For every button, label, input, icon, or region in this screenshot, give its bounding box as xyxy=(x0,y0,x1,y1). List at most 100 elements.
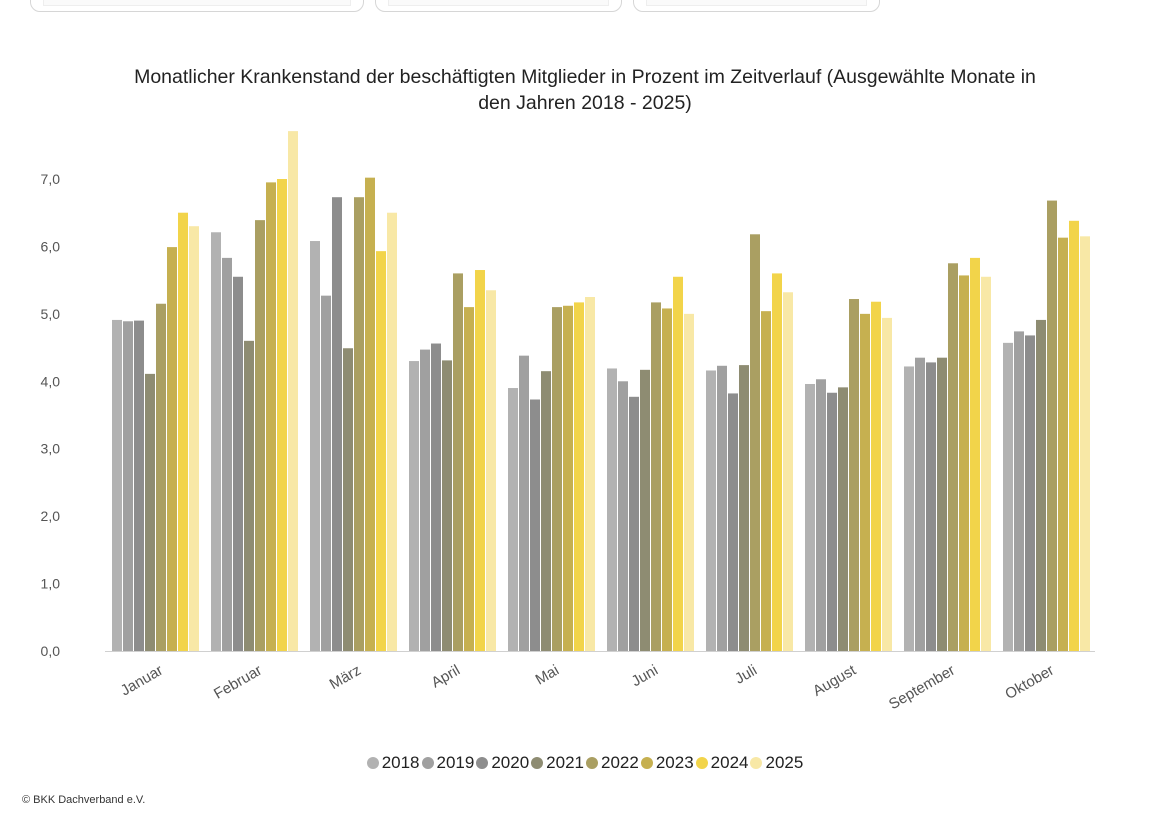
top-panel-1 xyxy=(30,0,364,12)
bar-2019-September xyxy=(915,357,925,651)
x-tick-label: Oktober xyxy=(1002,662,1057,703)
bar-2018-April xyxy=(409,361,419,651)
bar-2018-Oktober xyxy=(1003,342,1013,651)
bar-2025-September xyxy=(981,276,991,651)
legend-swatch xyxy=(531,757,544,769)
chart-title-line-2: den Jahren 2018 - 2025) xyxy=(478,92,692,114)
legend-label: 2019 xyxy=(436,753,475,772)
bar-2023-April xyxy=(464,307,474,651)
y-tick-label: 5,0 xyxy=(41,306,61,322)
y-tick-label: 1,0 xyxy=(41,576,61,592)
legend-item-2019[interactable]: 2019 xyxy=(421,753,475,773)
bar-2023-Mai xyxy=(563,305,573,651)
x-tick-label: März xyxy=(327,662,364,693)
bar-2025-April xyxy=(486,290,496,651)
bar-2022-August xyxy=(849,299,859,651)
y-tick-label: 3,0 xyxy=(41,441,61,457)
copyright: © BKK Dachverband e.V. xyxy=(22,794,146,806)
bar-2020-August xyxy=(827,392,837,651)
legend-item-2023[interactable]: 2023 xyxy=(640,753,694,773)
bar-2018-August xyxy=(805,383,815,651)
y-tick-label: 0,0 xyxy=(41,643,61,659)
legend-item-2025[interactable]: 2025 xyxy=(750,753,803,773)
bar-2024-Mai xyxy=(574,302,584,651)
bar-2023-September xyxy=(959,275,969,651)
bar-2022-Juli xyxy=(750,234,760,651)
bar-2024-März xyxy=(376,251,386,652)
bar-2021-Juli xyxy=(739,365,749,651)
chart-title-line-1: Monatlicher Krankenstand der beschäftigt… xyxy=(134,66,1036,88)
bar-2023-Juni xyxy=(662,308,672,651)
bar-2018-Februar xyxy=(211,232,221,652)
bar-2020-September xyxy=(926,362,936,651)
bar-2021-März xyxy=(343,348,353,651)
bar-2019-Oktober xyxy=(1014,331,1024,651)
legend-swatch xyxy=(640,757,653,769)
x-tick-label: September xyxy=(886,662,958,713)
legend-swatch xyxy=(366,757,379,769)
top-panel-2 xyxy=(375,0,622,12)
bar-2025-Februar xyxy=(288,131,298,651)
bar-2018-Mai xyxy=(508,388,518,651)
bar-2022-März xyxy=(354,197,364,651)
legend-label: 2025 xyxy=(765,753,804,772)
bar-2019-Juni xyxy=(618,381,628,651)
legend-item-2024[interactable]: 2024 xyxy=(695,753,749,773)
bar-2020-Februar xyxy=(233,276,243,651)
bar-2025-Oktober xyxy=(1080,236,1090,652)
y-tick-label: 4,0 xyxy=(41,373,61,389)
bar-2025-Juli xyxy=(783,292,793,651)
legend: 2018 2019 2020 2021 2022 2023 2024 2025 xyxy=(0,753,1170,774)
bar-2022-Juni xyxy=(651,302,661,651)
bar-2023-Januar xyxy=(167,247,177,652)
bar-2022-Mai xyxy=(552,307,562,651)
x-tick-label: Februar xyxy=(211,662,265,703)
legend-swatch xyxy=(750,757,763,769)
bar-2024-April xyxy=(475,270,485,651)
legend-item-2018[interactable]: 2018 xyxy=(366,753,420,773)
legend-label: 2022 xyxy=(601,753,639,772)
bar-2025-Januar xyxy=(189,226,199,651)
bar-2021-April xyxy=(442,360,452,651)
bar-2023-März xyxy=(365,177,375,651)
bar-2024-September xyxy=(970,257,980,651)
x-tick-label: Januar xyxy=(118,662,166,700)
bar-2023-Oktober xyxy=(1058,237,1068,652)
bar-2018-Januar xyxy=(112,319,122,651)
bar-2019-Februar xyxy=(222,257,232,651)
legend-label: 2024 xyxy=(710,753,749,772)
legend-item-2020[interactable]: 2020 xyxy=(476,753,529,773)
x-tick-label: April xyxy=(429,662,463,692)
y-tick-label: 7,0 xyxy=(41,171,61,187)
bar-2024-Januar xyxy=(178,212,188,651)
bar-2021-August xyxy=(838,387,848,651)
bar-2022-April xyxy=(453,273,463,651)
legend-swatch xyxy=(476,757,489,769)
x-tick-label: August xyxy=(810,661,860,699)
bar-2020-April xyxy=(431,343,441,651)
bar-2024-Juli xyxy=(772,273,782,651)
bar-2023-Februar xyxy=(266,182,276,651)
bar-2023-August xyxy=(860,313,870,651)
bar-2024-August xyxy=(871,301,881,651)
x-tick-label: Mai xyxy=(533,662,562,689)
legend-label: 2023 xyxy=(655,753,694,772)
bar-2024-Februar xyxy=(277,179,287,651)
bar-2020-Mai xyxy=(530,399,540,651)
bar-2021-September xyxy=(937,357,947,651)
bar-chart: 0,0 1,0 2,0 3,0 4,0 5,0 6,0 7,0 Januar Februar Mär… xyxy=(41,131,1095,713)
y-tick-label: 2,0 xyxy=(41,508,61,524)
legend-swatch xyxy=(421,757,434,769)
legend-swatch xyxy=(695,757,708,769)
bar-2020-Oktober xyxy=(1025,335,1035,651)
bar-2021-Mai xyxy=(541,371,551,651)
legend-item-2021[interactable]: 2021 xyxy=(531,753,584,773)
bar-2018-Juli xyxy=(706,370,716,651)
y-tick-label: 6,0 xyxy=(41,238,61,254)
bar-2018-Juni xyxy=(607,368,617,651)
bar-2019-Juli xyxy=(717,365,727,651)
bar-2021-Oktober xyxy=(1036,319,1046,651)
bar-2020-Januar xyxy=(134,320,144,651)
bar-2021-Juni xyxy=(640,369,650,651)
legend-item-2022[interactable]: 2022 xyxy=(586,753,639,773)
